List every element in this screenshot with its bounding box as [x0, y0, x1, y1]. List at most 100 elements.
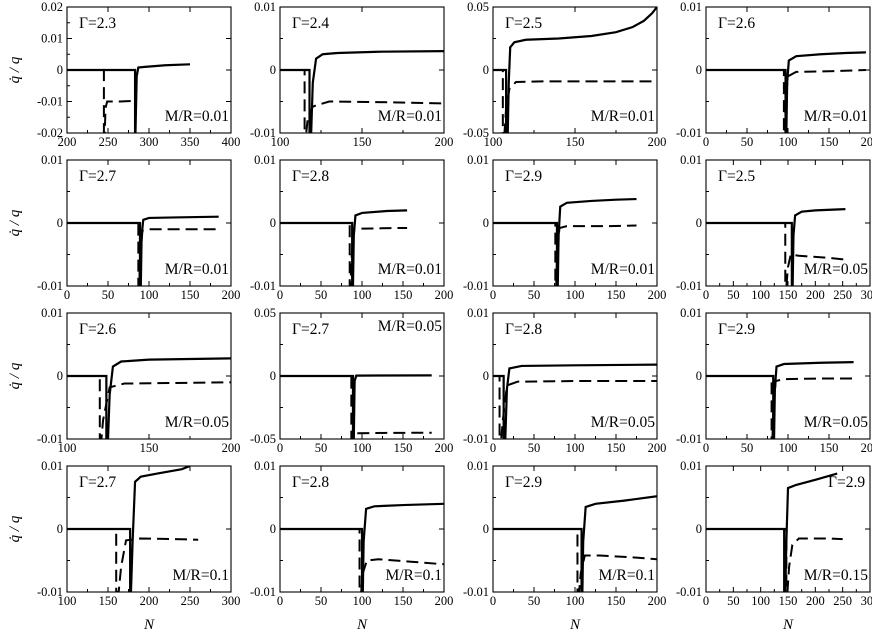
gamma-label: Γ=2.7	[79, 474, 116, 491]
mr-label: M/R=0.01	[591, 261, 655, 278]
series-dashed-line	[493, 69, 657, 133]
x-tick-label: 400	[222, 135, 241, 149]
x-tick-label: 0	[277, 288, 283, 302]
gamma-label: Γ=2.7	[292, 321, 329, 338]
x-tick-label: 0	[277, 441, 283, 455]
x-tick-label: 200	[861, 441, 872, 455]
series-dashed-line	[280, 375, 432, 439]
x-tick-label: 250	[181, 594, 200, 608]
x-tick-label: 250	[833, 288, 852, 302]
x-tick-label: 200	[648, 594, 667, 608]
y-tick-label: -0.01	[37, 432, 63, 446]
x-tick-label: 200	[435, 441, 454, 455]
x-axis-title: N	[356, 617, 368, 633]
y-tick-label: 0.02	[41, 0, 63, 14]
series-dashed-line	[706, 375, 854, 439]
y-tick-label: 0.01	[467, 306, 489, 320]
series-solid-line	[280, 374, 432, 439]
x-tick-label: 200	[435, 135, 454, 149]
y-tick-label: -0.02	[37, 126, 63, 140]
x-tick-label: 0	[703, 594, 709, 608]
panel-2: 100 150 200 -0.01 0 0.01 Γ=2.4 M/R=0.01	[250, 0, 453, 149]
x-tick-label: 100	[271, 135, 290, 149]
gamma-label: Γ=2.6	[718, 15, 755, 32]
x-tick-label: 350	[181, 135, 200, 149]
x-tick-label: 150	[607, 288, 626, 302]
gamma-label: Γ=2.9	[828, 474, 865, 491]
y-tick-label: 0	[57, 369, 63, 383]
x-tick-label: 150	[394, 441, 413, 455]
mr-label: M/R=0.01	[378, 108, 442, 125]
y-tick-label: -0.01	[676, 126, 702, 140]
x-tick-label: 200	[861, 135, 872, 149]
x-tick-label: 150	[566, 135, 585, 149]
y-tick-label: 0.01	[680, 0, 702, 14]
y-tick-label: -0.01	[676, 279, 702, 293]
x-tick-label: 200	[648, 135, 667, 149]
y-tick-label: 0	[483, 369, 489, 383]
panel-8: 050100150200250300-0.0100.01Γ=2.5M/R=0.0…	[676, 153, 872, 302]
y-tick-label: -0.05	[250, 432, 276, 446]
y-tick-label: 0.01	[254, 459, 276, 473]
x-tick-label: 50	[315, 288, 328, 302]
x-axis-title: N	[782, 617, 794, 633]
y-tick-label: 0.01	[254, 153, 276, 167]
x-tick-label: 0	[490, 441, 496, 455]
y-tick-label: 0.01	[254, 0, 276, 14]
panel-3: 100 150 200 -0.05 0 0.05 Γ=2.5 M/R=0.01	[463, 0, 666, 149]
gamma-label: Γ=2.8	[292, 168, 329, 185]
mr-label: M/R=0.01	[165, 261, 229, 278]
mr-label: M/R=0.1	[598, 567, 655, 584]
x-tick-label: 200	[222, 441, 241, 455]
series-dashed-line	[280, 528, 444, 592]
x-tick-label: 200	[140, 594, 159, 608]
series-solid-line	[280, 50, 444, 133]
x-tick-label: 100	[58, 594, 77, 608]
x-tick-label: 100	[58, 441, 77, 455]
x-tick-label: 200	[58, 135, 77, 149]
y-tick-label: -0.01	[250, 126, 276, 140]
series-solid-line	[493, 363, 657, 439]
y-tick-label: -0.01	[250, 279, 276, 293]
y-tick-label: 0	[696, 522, 702, 536]
mr-label: M/R=0.05	[804, 414, 869, 431]
x-tick-label: 100	[353, 441, 372, 455]
x-tick-label: 0	[703, 288, 709, 302]
panel-13: 100 150 200 250 300 -0.01 0 0.01 Γ=2.7 M/R=0.1	[37, 459, 240, 608]
y-axis-title: q̇ / q	[7, 515, 23, 542]
series-dashed-line	[493, 375, 657, 439]
mr-label: M/R=0.05	[165, 414, 230, 431]
x-tick-label: 150	[394, 288, 413, 302]
mr-label: M/R=0.01	[378, 261, 442, 278]
mr-label: M/R=0.05	[804, 261, 869, 278]
x-tick-label: 300	[222, 594, 241, 608]
series-dashed-line	[493, 222, 637, 286]
gamma-label: Γ=2.8	[505, 321, 542, 338]
x-tick-label: 100	[566, 288, 585, 302]
x-tick-label: 50	[741, 135, 754, 149]
y-tick-label: 0.01	[41, 32, 63, 46]
y-tick-label: 0	[483, 63, 489, 77]
series-solid-line	[493, 7, 657, 133]
y-tick-label: 0	[270, 522, 276, 536]
gamma-label: Γ=2.9	[505, 168, 542, 185]
x-tick-label: 150	[820, 441, 839, 455]
y-tick-label: 0.01	[41, 153, 63, 167]
gamma-label: Γ=2.9	[505, 474, 542, 491]
series-dashed-line	[493, 528, 657, 592]
mr-label: M/R=0.1	[385, 567, 442, 584]
gamma-label: Γ=2.3	[79, 15, 116, 32]
y-tick-label: 0	[483, 522, 489, 536]
x-tick-label: 50	[727, 594, 740, 608]
series-dashed-line	[67, 528, 199, 592]
y-tick-label: 0.01	[680, 459, 702, 473]
x-tick-label: 150	[607, 594, 626, 608]
x-tick-label: 50	[528, 288, 541, 302]
x-tick-label: 150	[607, 441, 626, 455]
mr-label: M/R=0.01	[591, 108, 655, 125]
